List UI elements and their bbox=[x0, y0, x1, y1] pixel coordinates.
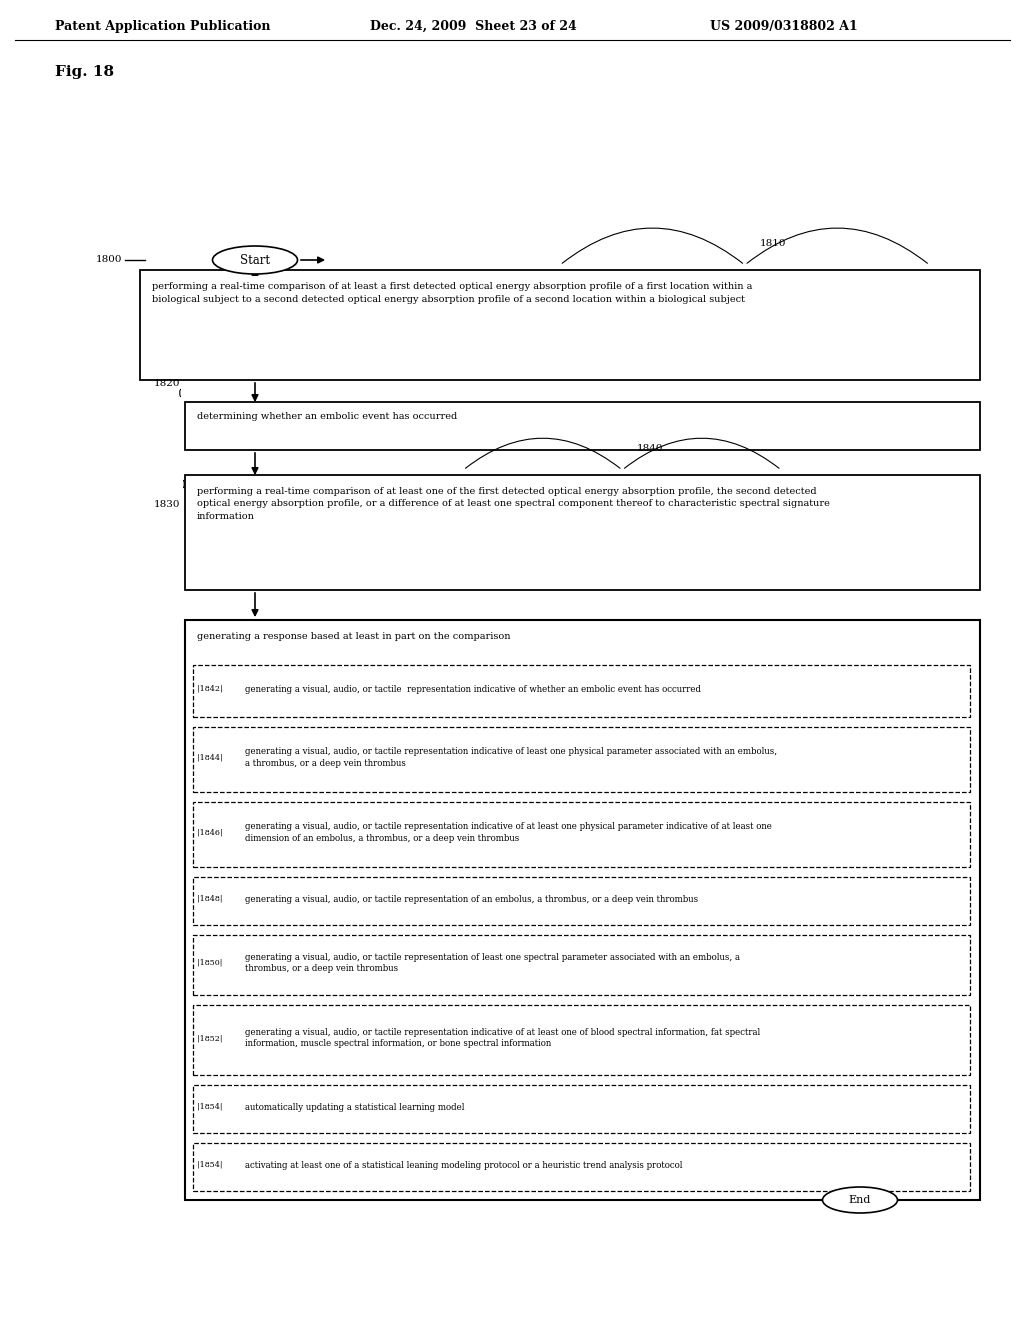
Ellipse shape bbox=[822, 1187, 897, 1213]
Text: Start: Start bbox=[240, 253, 270, 267]
Text: performing a real-time comparison of at least a first detected optical energy ab: performing a real-time comparison of at … bbox=[152, 282, 753, 304]
Text: Fig. 18: Fig. 18 bbox=[55, 65, 114, 79]
Text: generating a visual, audio, or tactile representation of least one spectral para: generating a visual, audio, or tactile r… bbox=[245, 953, 740, 973]
Text: 1840: 1840 bbox=[637, 444, 664, 453]
Text: 1820: 1820 bbox=[154, 380, 180, 388]
Ellipse shape bbox=[213, 246, 298, 275]
Text: determining whether an embolic event has occurred: determining whether an embolic event has… bbox=[197, 412, 458, 421]
Text: |1852|: |1852| bbox=[197, 1034, 222, 1041]
Bar bbox=[185, 403, 980, 450]
Bar bbox=[193, 803, 970, 867]
Text: generating a visual, audio, or tactile representation of an embolus, a thrombus,: generating a visual, audio, or tactile r… bbox=[245, 895, 698, 903]
Text: End: End bbox=[849, 1195, 871, 1205]
Text: 1810: 1810 bbox=[760, 239, 786, 248]
Text: 1830: 1830 bbox=[154, 500, 180, 510]
Text: generating a visual, audio, or tactile representation indicative of at least one: generating a visual, audio, or tactile r… bbox=[245, 822, 772, 842]
Bar bbox=[140, 271, 980, 380]
Text: |1854|: |1854| bbox=[197, 1162, 222, 1170]
Bar bbox=[185, 475, 980, 590]
Bar bbox=[193, 1085, 970, 1133]
Text: Patent Application Publication: Patent Application Publication bbox=[55, 20, 270, 33]
Bar bbox=[193, 727, 970, 792]
Text: activating at least one of a statistical leaning modeling protocol or a heuristi: activating at least one of a statistical… bbox=[245, 1160, 683, 1170]
Text: performing a real-time comparison of at least one of the first detected optical : performing a real-time comparison of at … bbox=[197, 487, 829, 521]
Text: 1800: 1800 bbox=[95, 256, 122, 264]
Text: |1850|: |1850| bbox=[197, 960, 222, 968]
Text: |1844|: |1844| bbox=[197, 754, 222, 762]
Text: automatically updating a statistical learning model: automatically updating a statistical lea… bbox=[245, 1102, 465, 1111]
Bar bbox=[193, 876, 970, 925]
Text: generating a response based at least in part on the comparison: generating a response based at least in … bbox=[197, 632, 511, 642]
Text: generating a visual, audio, or tactile representation indicative of at least one: generating a visual, audio, or tactile r… bbox=[245, 1028, 760, 1048]
Text: |1842|: |1842| bbox=[197, 685, 222, 693]
Bar bbox=[193, 935, 970, 995]
Bar bbox=[193, 1005, 970, 1074]
Bar bbox=[193, 1143, 970, 1191]
Text: |1854|: |1854| bbox=[197, 1104, 222, 1111]
Bar bbox=[185, 620, 980, 1200]
Text: generating a visual, audio, or tactile  representation indicative of whether an : generating a visual, audio, or tactile r… bbox=[245, 685, 701, 693]
Text: |1848|: |1848| bbox=[197, 895, 222, 903]
Text: generating a visual, audio, or tactile representation indicative of least one ph: generating a visual, audio, or tactile r… bbox=[245, 747, 777, 768]
Text: |1846|: |1846| bbox=[197, 829, 222, 837]
Text: Dec. 24, 2009  Sheet 23 of 24: Dec. 24, 2009 Sheet 23 of 24 bbox=[370, 20, 577, 33]
Bar bbox=[193, 665, 970, 717]
Text: US 2009/0318802 A1: US 2009/0318802 A1 bbox=[710, 20, 858, 33]
